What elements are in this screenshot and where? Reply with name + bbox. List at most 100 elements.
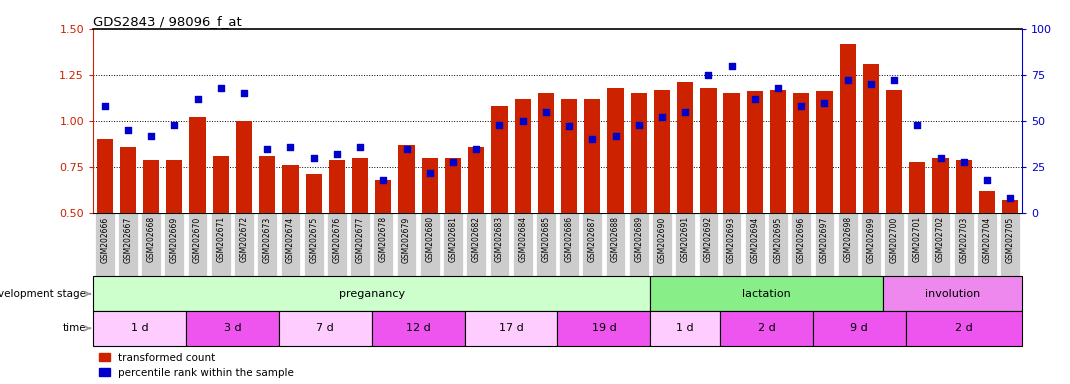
Text: 1 d: 1 d: [131, 323, 149, 333]
FancyBboxPatch shape: [141, 213, 160, 276]
FancyBboxPatch shape: [722, 213, 742, 276]
Point: [444, 159, 461, 165]
Text: GSM202697: GSM202697: [820, 216, 829, 263]
Text: GSM202703: GSM202703: [960, 216, 968, 263]
Bar: [1003, 200, 1019, 305]
Bar: [557, 311, 651, 346]
Text: GSM202693: GSM202693: [728, 216, 736, 263]
Bar: [883, 276, 1022, 311]
Point: [793, 103, 810, 109]
Bar: [979, 191, 995, 305]
Text: development stage: development stage: [0, 289, 86, 299]
Point: [607, 132, 624, 139]
Text: 2 d: 2 d: [954, 323, 973, 333]
Text: GSM202702: GSM202702: [936, 216, 945, 262]
FancyBboxPatch shape: [513, 213, 533, 276]
FancyBboxPatch shape: [977, 213, 997, 276]
Text: 12 d: 12 d: [406, 323, 430, 333]
FancyBboxPatch shape: [419, 213, 440, 276]
Bar: [840, 43, 856, 305]
Bar: [282, 165, 299, 305]
Point: [676, 109, 693, 115]
FancyBboxPatch shape: [373, 213, 393, 276]
FancyBboxPatch shape: [1000, 213, 1020, 276]
Bar: [328, 160, 345, 305]
FancyBboxPatch shape: [814, 213, 835, 276]
Legend: transformed count, percentile rank within the sample: transformed count, percentile rank withi…: [98, 351, 295, 379]
FancyBboxPatch shape: [304, 213, 323, 276]
Text: GSM202667: GSM202667: [123, 216, 133, 263]
FancyBboxPatch shape: [931, 213, 950, 276]
Text: GSM202696: GSM202696: [797, 216, 806, 263]
Bar: [956, 160, 972, 305]
Text: GSM202683: GSM202683: [495, 216, 504, 262]
FancyBboxPatch shape: [629, 213, 648, 276]
FancyBboxPatch shape: [652, 213, 672, 276]
Point: [839, 77, 856, 83]
FancyBboxPatch shape: [884, 213, 904, 276]
Text: GSM202679: GSM202679: [402, 216, 411, 263]
Bar: [468, 147, 485, 305]
Text: GSM202681: GSM202681: [448, 216, 458, 262]
Text: GSM202676: GSM202676: [333, 216, 341, 263]
Point: [235, 90, 253, 96]
Text: GSM202671: GSM202671: [216, 216, 226, 262]
Text: GSM202705: GSM202705: [1006, 216, 1014, 263]
Bar: [189, 117, 205, 305]
FancyBboxPatch shape: [536, 213, 555, 276]
Bar: [93, 311, 186, 346]
Text: GSM202669: GSM202669: [170, 216, 179, 263]
Point: [328, 151, 346, 157]
Point: [305, 155, 322, 161]
Bar: [491, 106, 507, 305]
FancyBboxPatch shape: [861, 213, 881, 276]
FancyBboxPatch shape: [95, 213, 114, 276]
Bar: [213, 156, 229, 305]
Point: [561, 123, 578, 129]
Point: [932, 155, 949, 161]
Bar: [166, 160, 183, 305]
Text: GSM202691: GSM202691: [681, 216, 690, 262]
Bar: [770, 89, 786, 305]
Text: GDS2843 / 98096_f_at: GDS2843 / 98096_f_at: [93, 15, 242, 28]
Text: GSM202666: GSM202666: [101, 216, 109, 263]
Point: [514, 118, 531, 124]
FancyBboxPatch shape: [118, 213, 138, 276]
Bar: [186, 311, 279, 346]
Point: [862, 81, 880, 87]
Text: GSM202668: GSM202668: [147, 216, 155, 262]
Point: [816, 99, 834, 106]
Text: GSM202685: GSM202685: [541, 216, 550, 262]
FancyBboxPatch shape: [838, 213, 857, 276]
Bar: [651, 276, 883, 311]
Text: GSM202690: GSM202690: [657, 216, 667, 263]
Point: [654, 114, 671, 120]
Point: [142, 132, 159, 139]
Point: [259, 146, 276, 152]
Bar: [120, 147, 136, 305]
FancyBboxPatch shape: [258, 213, 277, 276]
Text: 1 d: 1 d: [676, 323, 694, 333]
FancyBboxPatch shape: [954, 213, 974, 276]
Text: GSM202677: GSM202677: [355, 216, 365, 263]
Bar: [235, 121, 253, 305]
Point: [746, 96, 763, 102]
FancyBboxPatch shape: [582, 213, 602, 276]
Point: [537, 109, 554, 115]
Bar: [515, 99, 531, 305]
Text: GSM202694: GSM202694: [750, 216, 760, 263]
Text: GSM202675: GSM202675: [309, 216, 318, 263]
Bar: [584, 99, 600, 305]
Text: GSM202670: GSM202670: [193, 216, 202, 263]
FancyBboxPatch shape: [211, 213, 231, 276]
Point: [491, 122, 508, 128]
Point: [769, 85, 786, 91]
Text: 2 d: 2 d: [758, 323, 776, 333]
FancyBboxPatch shape: [280, 213, 301, 276]
Text: GSM202689: GSM202689: [635, 216, 643, 262]
FancyBboxPatch shape: [443, 213, 463, 276]
Bar: [793, 93, 809, 305]
Text: GSM202672: GSM202672: [240, 216, 248, 262]
FancyBboxPatch shape: [350, 213, 370, 276]
Bar: [96, 139, 112, 305]
